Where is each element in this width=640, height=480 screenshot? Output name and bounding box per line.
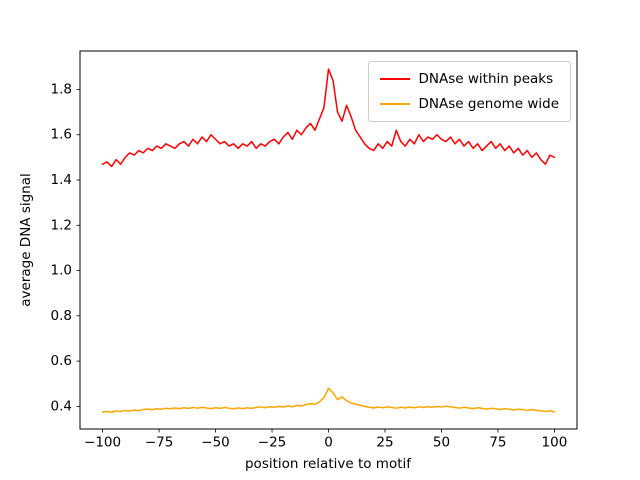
x-tick-label: −100 [84,435,121,451]
legend-label-peaks: DNAse within peaks [418,71,554,87]
legend: DNAse within peaks DNAse genome wide [367,61,571,122]
x-axis-label: position relative to motif [244,456,412,472]
x-tick-label: 0 [324,435,333,451]
x-tick-label: 75 [489,435,506,451]
series-line-0 [101,68,556,168]
y-tick-label: 0.6 [51,353,72,369]
y-tick-label: 1.2 [51,217,72,233]
y-tick-label: 1.4 [51,172,72,188]
y-axis-label: average DNA signal [18,173,34,307]
y-tick-label: 1.0 [51,263,72,279]
x-tick-label: 25 [376,435,393,451]
series-line-1 [101,387,556,413]
y-tick-label: 1.8 [51,81,72,97]
y-tick-label: 0.4 [51,398,72,414]
x-tick-label: −75 [145,435,174,451]
legend-label-genome: DNAse genome wide [418,96,559,112]
x-tick-label: 50 [433,435,450,451]
x-tick-label: 100 [542,435,568,451]
orange-line-sample-icon [379,103,410,105]
y-tick-label: 0.8 [51,308,72,324]
red-line-sample-icon [379,78,410,80]
legend-entry-peaks: DNAse within peaks [379,71,559,87]
x-tick-label: −25 [258,435,287,451]
legend-entry-genome: DNAse genome wide [379,96,559,112]
y-tick-label: 1.6 [51,127,72,143]
x-tick-label: −50 [201,435,230,451]
